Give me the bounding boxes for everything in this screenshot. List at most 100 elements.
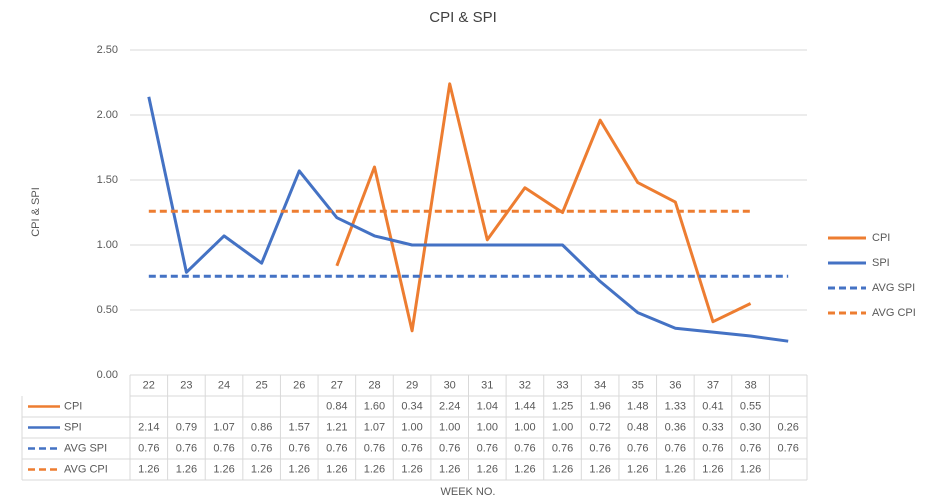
y-tick-label: 1.00 bbox=[97, 239, 118, 251]
x-tick-label: 36 bbox=[669, 379, 681, 391]
x-tick-label: 34 bbox=[594, 379, 606, 391]
table-cell: 1.26 bbox=[589, 463, 610, 475]
table-cell: 1.26 bbox=[251, 463, 272, 475]
table-cell: 1.26 bbox=[213, 463, 234, 475]
table-cell: 1.33 bbox=[665, 400, 686, 412]
table-cell: 1.07 bbox=[364, 421, 385, 433]
table-legend-label: AVG SPI bbox=[64, 442, 107, 454]
table-cell: 2.14 bbox=[138, 421, 159, 433]
table-cell: 0.55 bbox=[740, 400, 761, 412]
legend-label: AVG SPI bbox=[872, 282, 915, 294]
x-tick-label: 22 bbox=[143, 379, 155, 391]
x-tick-label: 32 bbox=[519, 379, 531, 391]
table-cell: 1.26 bbox=[439, 463, 460, 475]
table-cell: 0.76 bbox=[702, 442, 723, 454]
x-tick-label: 28 bbox=[368, 379, 380, 391]
table-legend-label: CPI bbox=[64, 400, 82, 412]
x-tick-label: 26 bbox=[293, 379, 305, 391]
table-cell: 1.21 bbox=[326, 421, 347, 433]
table-cell: 1.60 bbox=[364, 400, 385, 412]
x-tick-label: 24 bbox=[218, 379, 230, 391]
x-axis-label: WEEK NO. bbox=[440, 486, 495, 498]
table-cell: 0.76 bbox=[364, 442, 385, 454]
table-cell: 0.76 bbox=[777, 442, 798, 454]
x-tick-label: 33 bbox=[556, 379, 568, 391]
table-cell: 0.26 bbox=[777, 421, 798, 433]
table-cell: 1.26 bbox=[665, 463, 686, 475]
legend-label: AVG CPI bbox=[872, 307, 916, 319]
table-cell: 2.24 bbox=[439, 400, 460, 412]
table-cell: 0.76 bbox=[289, 442, 310, 454]
table-cell: 1.26 bbox=[326, 463, 347, 475]
table-cell: 1.26 bbox=[401, 463, 422, 475]
y-tick-label: 0.00 bbox=[97, 369, 118, 381]
table-cell: 0.76 bbox=[176, 442, 197, 454]
table-cell: 1.00 bbox=[401, 421, 422, 433]
y-axis-label: CPI & SPI bbox=[30, 187, 42, 237]
table-cell: 0.30 bbox=[740, 421, 761, 433]
table-cell: 0.76 bbox=[627, 442, 648, 454]
table-cell: 0.84 bbox=[326, 400, 347, 412]
x-tick-label: 23 bbox=[180, 379, 192, 391]
table-cell: 0.34 bbox=[401, 400, 422, 412]
table-cell: 1.26 bbox=[702, 463, 723, 475]
x-tick-label: 30 bbox=[444, 379, 456, 391]
table-cell: 1.26 bbox=[138, 463, 159, 475]
table-cell: 0.72 bbox=[589, 421, 610, 433]
table-cell: 0.76 bbox=[477, 442, 498, 454]
table-cell: 0.76 bbox=[439, 442, 460, 454]
table-legend-label: SPI bbox=[64, 421, 82, 433]
table-cell: 1.04 bbox=[477, 400, 498, 412]
x-tick-label: 35 bbox=[632, 379, 644, 391]
series-line bbox=[147, 96, 789, 343]
chart-title: CPI & SPI bbox=[429, 9, 497, 26]
x-tick-label: 31 bbox=[481, 379, 493, 391]
table-cell: 0.76 bbox=[514, 442, 535, 454]
x-tick-label: 25 bbox=[256, 379, 268, 391]
table-cell: 1.00 bbox=[514, 421, 535, 433]
table-cell: 0.76 bbox=[401, 442, 422, 454]
table-cell: 0.76 bbox=[326, 442, 347, 454]
table-cell: 1.26 bbox=[740, 463, 761, 475]
x-tick-label: 37 bbox=[707, 379, 719, 391]
table-cell: 1.00 bbox=[439, 421, 460, 433]
table-cell: 1.48 bbox=[627, 400, 648, 412]
table-cell: 0.48 bbox=[627, 421, 648, 433]
table-cell: 0.76 bbox=[589, 442, 610, 454]
table-cell: 1.26 bbox=[514, 463, 535, 475]
table-cell: 0.76 bbox=[552, 442, 573, 454]
table-cell: 0.76 bbox=[740, 442, 761, 454]
table-cell: 0.76 bbox=[213, 442, 234, 454]
table-cell: 1.00 bbox=[477, 421, 498, 433]
table-cell: 0.41 bbox=[702, 400, 723, 412]
y-tick-label: 2.00 bbox=[97, 109, 118, 121]
table-cell: 1.07 bbox=[213, 421, 234, 433]
x-tick-label: 38 bbox=[744, 379, 756, 391]
table-cell: 1.26 bbox=[289, 463, 310, 475]
table-cell: 0.79 bbox=[176, 421, 197, 433]
legend-label: SPI bbox=[872, 257, 890, 269]
table-cell: 1.57 bbox=[289, 421, 310, 433]
y-tick-label: 2.50 bbox=[97, 44, 118, 56]
legend-label: CPI bbox=[872, 232, 890, 244]
x-tick-label: 27 bbox=[331, 379, 343, 391]
table-cell: 1.26 bbox=[364, 463, 385, 475]
table-cell: 0.76 bbox=[665, 442, 686, 454]
table-cell: 1.44 bbox=[514, 400, 535, 412]
table-cell: 0.76 bbox=[138, 442, 159, 454]
table-cell: 1.26 bbox=[552, 463, 573, 475]
table-cell: 0.76 bbox=[251, 442, 272, 454]
table-legend-label: AVG CPI bbox=[64, 463, 108, 475]
table-cell: 0.33 bbox=[702, 421, 723, 433]
table-cell: 0.36 bbox=[665, 421, 686, 433]
table-cell: 1.26 bbox=[176, 463, 197, 475]
table-cell: 1.26 bbox=[627, 463, 648, 475]
x-tick-label: 29 bbox=[406, 379, 418, 391]
table-cell: 1.26 bbox=[477, 463, 498, 475]
table-cell: 1.25 bbox=[552, 400, 573, 412]
y-tick-label: 0.50 bbox=[97, 304, 118, 316]
table-cell: 0.86 bbox=[251, 421, 272, 433]
y-tick-label: 1.50 bbox=[97, 174, 118, 186]
